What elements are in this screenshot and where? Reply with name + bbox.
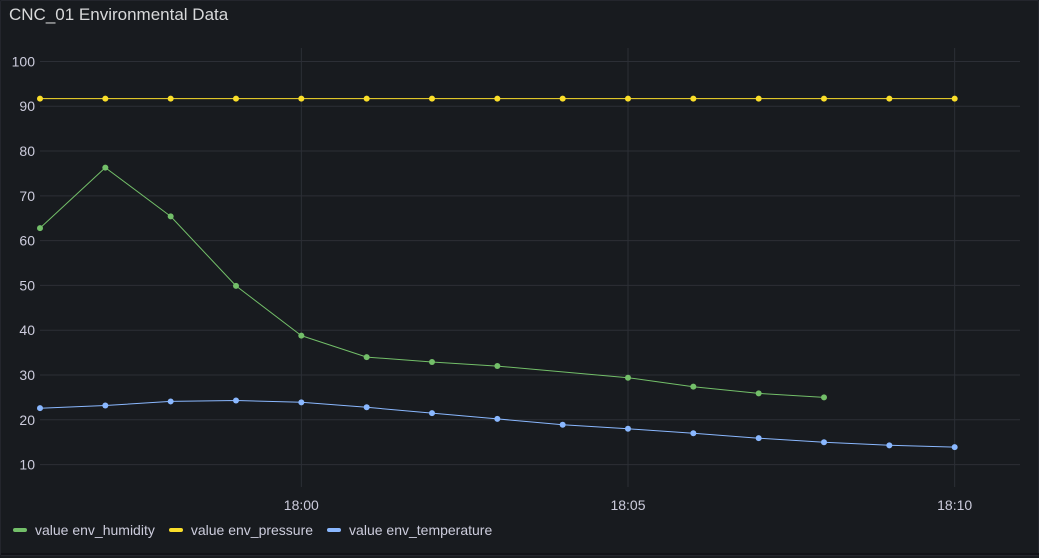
x-tick-label: 18:10 [937,497,972,513]
data-point[interactable] [37,405,43,411]
data-point[interactable] [429,359,435,365]
data-point[interactable] [886,442,892,448]
data-point[interactable] [821,439,827,445]
legend-swatch [13,528,27,532]
legend-item[interactable]: value env_temperature [327,522,492,538]
data-point[interactable] [429,96,435,102]
y-tick-label: 60 [19,233,35,249]
data-point[interactable] [560,96,566,102]
legend-item[interactable]: value env_humidity [13,522,155,538]
data-point[interactable] [168,398,174,404]
data-point[interactable] [364,404,370,410]
data-point[interactable] [298,333,304,339]
data-point[interactable] [952,444,958,450]
data-point[interactable] [690,430,696,436]
data-point[interactable] [690,96,696,102]
data-point[interactable] [821,96,827,102]
panel-bottom-edge [1,553,1039,555]
data-point[interactable] [37,96,43,102]
y-tick-label: 30 [19,367,35,383]
grid [40,48,1020,487]
legend-swatch [327,528,341,532]
data-point[interactable] [625,96,631,102]
legend-label: value env_humidity [35,522,155,538]
data-point[interactable] [37,225,43,231]
data-point[interactable] [233,96,239,102]
data-point[interactable] [102,165,108,171]
series-value-env-humidity[interactable] [37,165,827,401]
legend-label: value env_temperature [349,522,492,538]
data-point[interactable] [560,422,566,428]
data-point[interactable] [364,96,370,102]
y-tick-label: 50 [19,277,35,293]
y-tick-label: 20 [19,412,35,428]
y-axis-ticks: 10 20 30 40 50 60 70 80 90 100 [12,53,36,472]
legend-label: value env_pressure [191,522,313,538]
y-tick-label: 40 [19,322,35,338]
y-tick-label: 90 [19,98,35,114]
data-point[interactable] [429,410,435,416]
data-point[interactable] [168,213,174,219]
data-point[interactable] [102,96,108,102]
line-chart[interactable]: 10 20 30 40 50 60 70 80 90 100 18:00 18:05 18:10 [1,1,1039,521]
data-point[interactable] [886,96,892,102]
data-point[interactable] [298,399,304,405]
legend-swatch [169,528,183,532]
y-tick-label: 10 [19,457,35,473]
data-point[interactable] [168,96,174,102]
data-point[interactable] [102,402,108,408]
data-point[interactable] [756,390,762,396]
legend-item[interactable]: value env_pressure [169,522,313,538]
data-point[interactable] [494,416,500,422]
series-value-env-pressure[interactable] [37,96,958,102]
data-point[interactable] [233,398,239,404]
y-tick-label: 100 [12,53,36,69]
data-point[interactable] [233,283,239,289]
data-point[interactable] [625,375,631,381]
x-axis-ticks: 18:00 18:05 18:10 [284,497,973,513]
series-group [37,96,958,451]
data-point[interactable] [756,435,762,441]
data-point[interactable] [690,384,696,390]
data-point[interactable] [821,394,827,400]
legend: value env_humidity value env_pressure valu… [13,522,492,538]
x-tick-label: 18:05 [610,497,645,513]
y-tick-label: 70 [19,188,35,204]
data-point[interactable] [494,96,500,102]
x-tick-label: 18:00 [284,497,319,513]
data-point[interactable] [364,354,370,360]
data-point[interactable] [625,426,631,432]
series-value-env-temperature[interactable] [37,398,958,451]
data-point[interactable] [756,96,762,102]
data-point[interactable] [298,96,304,102]
series-line[interactable] [40,401,955,448]
data-point[interactable] [952,96,958,102]
data-point[interactable] [494,363,500,369]
y-tick-label: 80 [19,143,35,159]
